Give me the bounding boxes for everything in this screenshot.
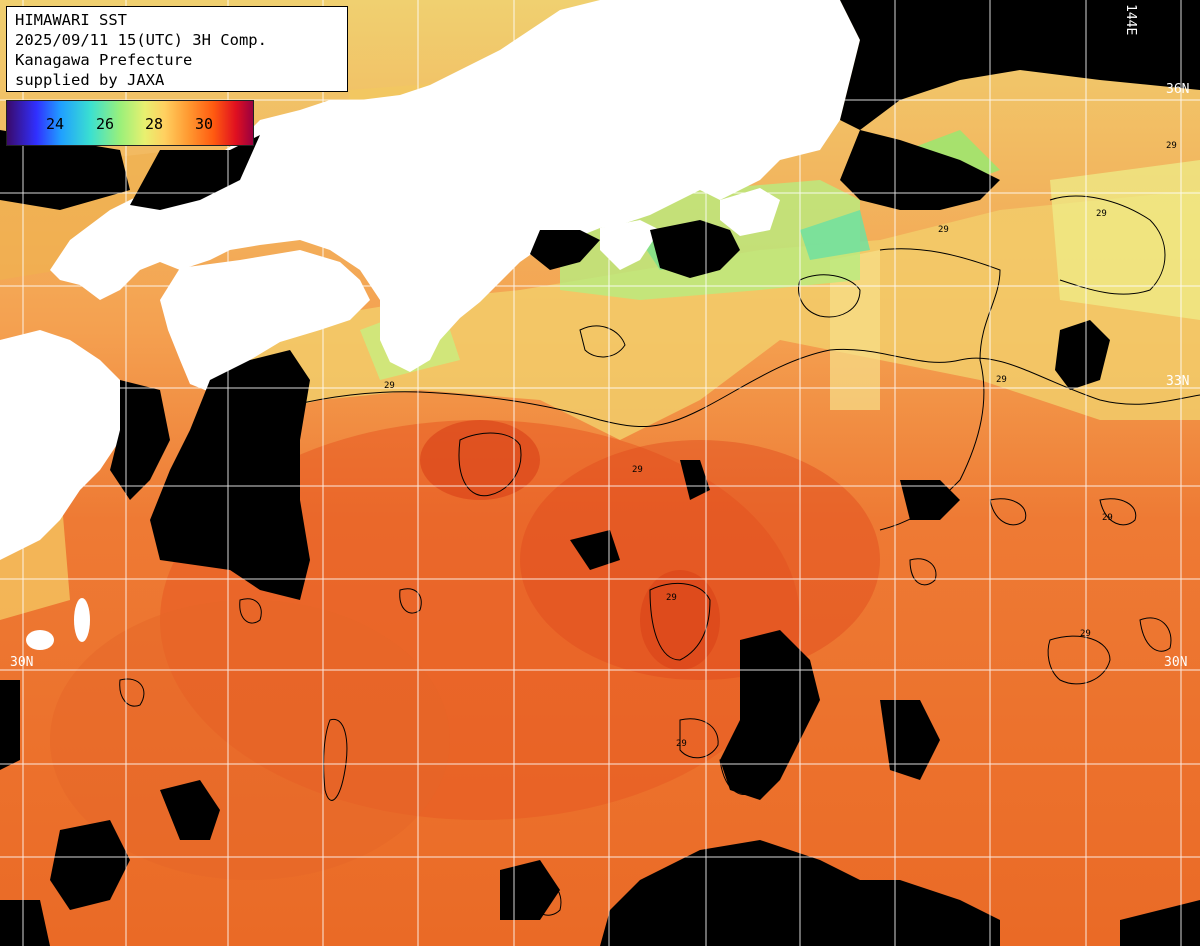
colorbar-tick: 24	[46, 115, 65, 133]
map-title: HIMAWARI SST	[15, 11, 127, 29]
lon-label-144e: 144E	[1123, 4, 1138, 36]
temperature-colorbar: 24 26 28 30	[6, 100, 254, 146]
lat-label-30n-left: 30N	[10, 655, 34, 670]
colorbar-tick: 30	[195, 115, 214, 133]
map-info-box: HIMAWARI SST 2025/09/11 15(UTC) 3H Comp.…	[6, 6, 348, 92]
colorbar-tick: 26	[96, 115, 115, 133]
contour-label: 29	[1096, 209, 1107, 219]
contour-label: 29	[996, 375, 1007, 385]
lat-label-33n: 33N	[1166, 374, 1190, 389]
lat-label-33n-left: 33N	[10, 374, 34, 389]
colorbar-tick: 28	[145, 115, 164, 133]
contour-label: 29	[632, 465, 643, 475]
map-region: Kanagawa Prefecture	[15, 51, 193, 69]
contour-label: 29	[1102, 513, 1113, 523]
lat-label-30n: 30N	[1164, 655, 1188, 670]
contour-label: 29	[666, 593, 677, 603]
isotherm-contours	[119, 195, 1200, 916]
contour-label: 29	[384, 381, 395, 391]
map-datetime: 2025/09/11 15(UTC) 3H Comp.	[15, 31, 267, 49]
contour-label: 29	[938, 225, 949, 235]
contour-labels: 29 29 29 29 29 29 29 29 29 29	[384, 141, 1177, 749]
contour-label: 29	[1080, 629, 1091, 639]
contour-label: 29	[1166, 141, 1177, 151]
lat-label-36n: 36N	[1166, 82, 1190, 97]
map-credit: supplied by JAXA	[15, 71, 165, 89]
warm-sst-patches	[50, 420, 880, 880]
contour-label: 29	[676, 739, 687, 749]
